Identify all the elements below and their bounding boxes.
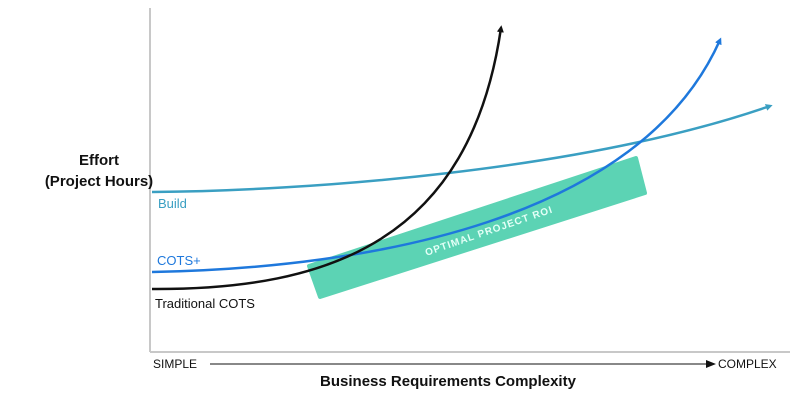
traditional-cots-label: Traditional COTS (155, 296, 255, 311)
optimal-roi-band (307, 156, 647, 299)
y-axis-label-line2: (Project Hours) (44, 173, 154, 190)
cots-plus-curve (151, 37, 722, 274)
y-axis-label: Effort (Project Hours) (44, 150, 154, 192)
build-curve (151, 104, 773, 194)
cots-plus-label: COTS+ (157, 253, 201, 268)
x-axis-label: Business Requirements Complexity (320, 373, 576, 390)
y-axis-label-line1: Effort (79, 152, 119, 169)
complexity-arrow-head (706, 360, 716, 368)
traditional-cots-curve (151, 25, 504, 291)
x-axis-start-label: SIMPLE (153, 357, 197, 371)
x-axis-end-label: COMPLEX (718, 357, 777, 371)
build-label: Build (158, 196, 187, 211)
